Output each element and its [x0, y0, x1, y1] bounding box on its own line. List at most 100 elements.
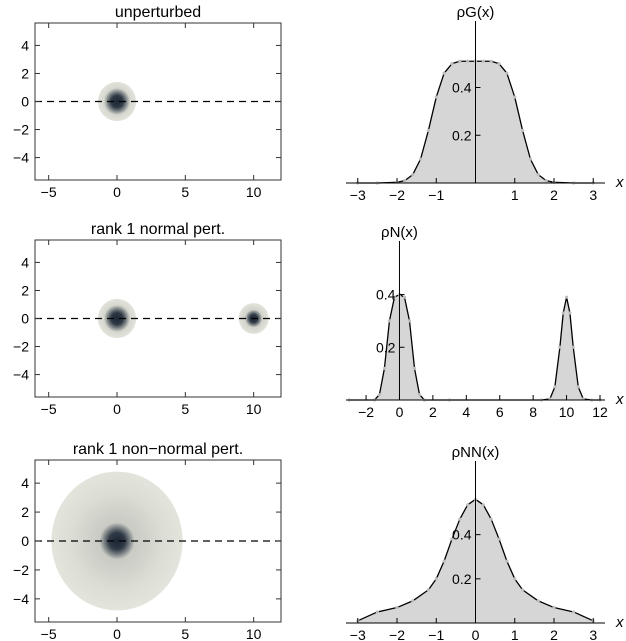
panel-title: rank 1 normal pert. [91, 221, 225, 238]
x-tick-label: −3 [350, 187, 366, 203]
y-tick-label: 2 [21, 504, 29, 520]
y-tick-label: 4 [21, 475, 29, 491]
data-point [528, 157, 533, 161]
x-tick-label: 1 [511, 627, 519, 641]
data-point [407, 319, 412, 323]
data-point [558, 345, 562, 349]
x-tick-label: −2 [389, 627, 405, 641]
y-tick-label: 2 [21, 65, 29, 81]
x-tick-label: −2 [358, 404, 374, 420]
eigenvalue-density-panel-2: −5 0 5 10 −4 −2 0 2 4 rank 1 normal pert. [13, 221, 282, 417]
eigenvalue-density-panel-3: −5 0 5 10 −4 −2 0 2 4 rank 1 non−normal pert. [13, 441, 282, 641]
eigenvalue-density-panel-1: −5 0 5 10 −4 −2 0 2 4 unperturbed [13, 4, 282, 200]
x-axis-label: x [615, 614, 624, 631]
x-tick-label: 6 [496, 404, 504, 420]
x-tick-label: 0 [472, 627, 480, 641]
y-tick-label: 2 [21, 282, 29, 298]
data-point [505, 71, 509, 75]
x-tick-label: −5 [41, 626, 57, 641]
data-point [434, 95, 438, 99]
x-tick-label: 3 [589, 187, 597, 203]
data-point [392, 295, 397, 299]
data-point [564, 295, 569, 299]
data-point [536, 599, 540, 603]
x-tick-label: −1 [428, 627, 444, 641]
panel-title: ρNN(x) [452, 444, 500, 461]
x-tick-label: 5 [181, 626, 189, 641]
x-tick-label: 0 [113, 184, 121, 200]
data-point [481, 59, 485, 63]
panel-title: ρN(x) [381, 224, 418, 241]
x-tick-label: −5 [41, 184, 57, 200]
x-tick-label: −1 [428, 187, 444, 203]
data-point [505, 559, 509, 563]
x-tick-label: 2 [550, 187, 558, 203]
density-panel-1: −3 −2 −1 1 2 3 0.2 0.4 x ρG(x) [346, 4, 624, 203]
data-point [426, 128, 431, 133]
eigenvalue-core-1 [103, 305, 131, 332]
data-point [458, 517, 462, 521]
eigenvalue-core-1 [103, 88, 131, 115]
data-point [520, 588, 525, 592]
x-tick-label: −3 [350, 627, 366, 641]
y-tick-label: −4 [13, 591, 29, 607]
y-tick-label: 0 [21, 311, 29, 327]
y-tick-label: 0 [21, 533, 29, 549]
data-point [520, 128, 525, 133]
y-tick-label: −2 [13, 339, 29, 355]
data-point [561, 311, 565, 315]
data-point [553, 385, 557, 389]
x-tick-label: 0 [113, 626, 121, 641]
data-point [442, 559, 446, 563]
density-panel-2: −2 0 2 4 6 8 10 12 0.2 0.4 x ρN(x) [346, 224, 624, 420]
y-tick-label: 0.2 [452, 127, 472, 143]
x-axis-label: x [615, 391, 624, 408]
y-tick-label: 0.4 [376, 287, 396, 303]
y-tick-label: −2 [13, 122, 29, 138]
data-point [489, 59, 493, 63]
data-point [450, 537, 454, 541]
x-tick-label: 4 [462, 404, 470, 420]
data-point [544, 179, 548, 183]
data-point [377, 393, 382, 397]
panel-title: ρG(x) [457, 4, 495, 21]
y-tick-label: −4 [13, 150, 29, 166]
data-point [536, 173, 540, 177]
data-point [442, 71, 446, 75]
y-tick-label: 0.4 [452, 80, 472, 96]
x-axis-label: x [615, 174, 624, 191]
x-tick-label: 1 [511, 187, 519, 203]
data-point [426, 588, 431, 592]
x-tick-label: 2 [429, 404, 437, 420]
y-tick-label: −2 [13, 562, 29, 578]
data-point [382, 366, 387, 370]
data-point [568, 311, 572, 315]
data-point [402, 295, 407, 299]
data-point [489, 517, 493, 521]
data-point [497, 537, 501, 541]
data-point [552, 605, 556, 610]
data-point [466, 59, 470, 63]
x-tick-label: 5 [181, 184, 189, 200]
x-tick-label: −2 [389, 187, 405, 203]
x-tick-label: 10 [559, 404, 575, 420]
data-point [434, 577, 438, 581]
eigenvalue-core-1 [99, 522, 135, 560]
x-tick-label: 10 [246, 184, 262, 200]
data-point [497, 62, 501, 66]
data-point [395, 605, 399, 610]
x-tick-label: 5 [181, 401, 189, 417]
data-point [418, 157, 423, 161]
data-point [481, 503, 485, 507]
x-tick-label: −5 [41, 401, 57, 417]
x-tick-label: 8 [529, 404, 537, 420]
x-tick-label: 10 [246, 401, 262, 417]
y-tick-label: 0 [21, 94, 29, 110]
data-point [466, 503, 470, 507]
y-tick-label: −4 [13, 367, 29, 383]
data-point [412, 366, 417, 370]
x-tick-label: 3 [589, 627, 597, 641]
x-tick-label: 10 [246, 626, 262, 641]
data-point [576, 385, 580, 389]
x-tick-label: 12 [592, 404, 608, 420]
